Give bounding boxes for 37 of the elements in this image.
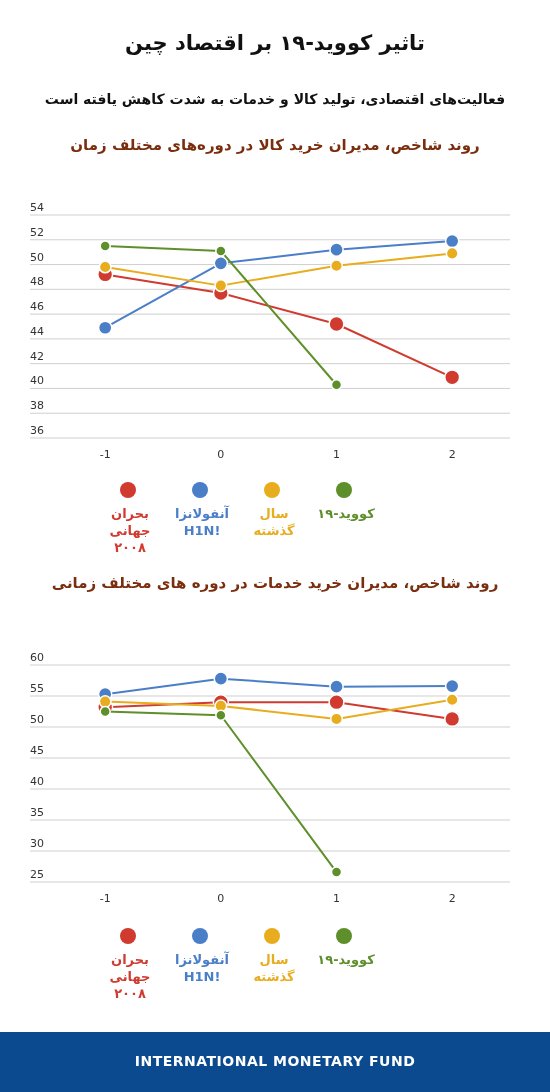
chart-title: تاثیر کووید-۱۹ بر اقتصاد چین [125, 31, 425, 55]
chart-title: روند شاخص، مدیران خرید خدمات در دوره های مختلف زمانی [51, 574, 499, 592]
legend-label: کووید-۱۹ [317, 952, 376, 967]
legend-label: کووید-۱۹ [317, 506, 376, 521]
y-tick-label: 54 [30, 201, 44, 214]
y-tick-label: 55 [30, 682, 44, 695]
x-tick-label: 1 [333, 892, 341, 905]
legend-label: سال گذشته [253, 506, 295, 538]
y-tick-label: 60 [30, 651, 44, 664]
x-tick-label: 2 [448, 892, 456, 905]
y-tick-label: 38 [30, 399, 44, 413]
x-tick-label: 1 [333, 448, 341, 461]
legend-label: بحران جهانی ۲۰۰۸ [109, 952, 151, 1001]
x-tick-label: 2 [448, 448, 456, 461]
x-tick-label: 0 [217, 892, 225, 905]
x-tick-label: -1 [99, 892, 111, 905]
y-tick-label: 35 [30, 806, 44, 819]
y-tick-label: 40 [30, 775, 44, 788]
y-tick-label: 45 [30, 744, 44, 757]
text: INTERNATIONAL MONETARY FUND [134, 1053, 416, 1069]
y-tick-label: 50 [30, 713, 44, 726]
y-tick-label: 40 [30, 374, 44, 388]
y-tick-label: 46 [30, 300, 44, 314]
y-tick-label: 30 [30, 837, 44, 850]
legend-label: سال گذشته [253, 952, 295, 984]
y-tick-label: 52 [30, 225, 44, 239]
x-tick-label: -1 [99, 448, 111, 461]
text: روند شاخص، مدیران خرید کالا در دوره‌های مختلف زمان [70, 136, 480, 154]
y-tick-label: 50 [30, 250, 44, 264]
x-tick-label: 0 [217, 448, 225, 461]
chart-subtitle: فعالیت‌های اقتصادی، تولید کالا و خدمات به شدت کاهش یافته است [44, 91, 506, 108]
y-tick-label: 42 [30, 349, 44, 363]
y-tick-label: 48 [30, 275, 44, 289]
legend-label: بحران جهانی ۲۰۰۸ [109, 506, 151, 555]
y-tick-label: 25 [30, 868, 44, 881]
y-tick-label: 36 [30, 424, 44, 437]
y-tick-label: 44 [30, 324, 44, 338]
